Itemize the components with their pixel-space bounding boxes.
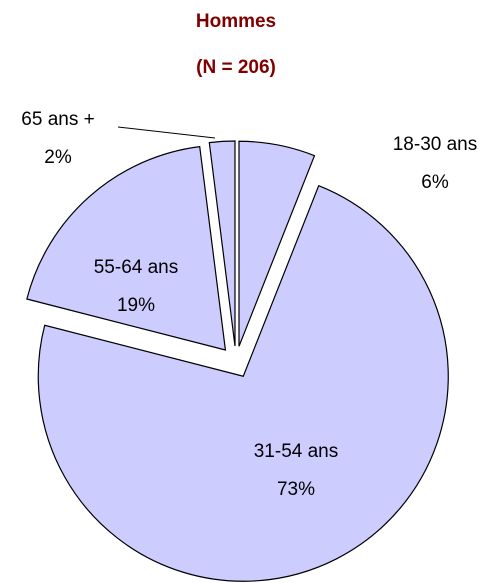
slice-label: 18-30 ans <box>393 134 478 155</box>
slice-label: 65 ans + <box>21 109 94 130</box>
slice-value-label: 73% <box>277 479 315 500</box>
leader-line <box>117 126 216 139</box>
pie-slice <box>238 140 316 347</box>
pie-slice <box>208 140 236 347</box>
slice-label: 31-54 ans <box>254 441 339 462</box>
slice-value-label: 19% <box>117 295 155 316</box>
pie-slice <box>37 184 449 582</box>
slice-value-label: 2% <box>44 147 72 168</box>
chart-title: Hommes <box>196 11 276 32</box>
slice-label: 55-64 ans <box>94 257 179 278</box>
slice-value-label: 6% <box>421 172 449 193</box>
chart-subtitle: (N = 206) <box>196 57 276 78</box>
pie-slice <box>26 145 227 351</box>
